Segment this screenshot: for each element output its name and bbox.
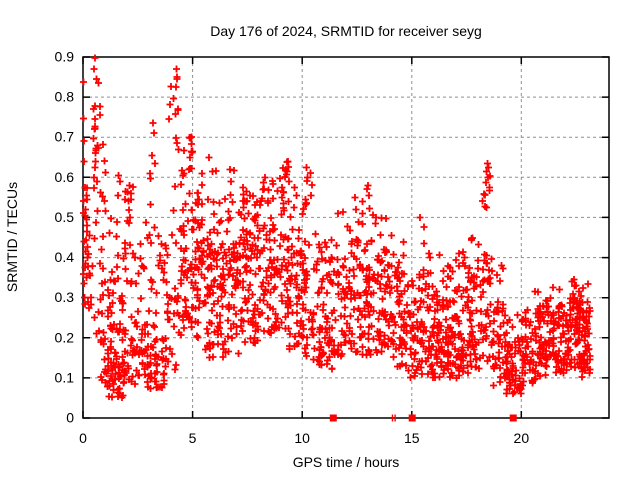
x-tick-label: 10	[294, 430, 310, 446]
y-tick-label: 0.3	[55, 289, 75, 305]
x-tick-labels: 0 5 10 15 20	[79, 430, 529, 446]
y-tick-label: 0	[66, 410, 74, 426]
y-tick-label: 0.7	[55, 129, 75, 145]
x-tick-label: 20	[514, 430, 530, 446]
x-tick-label: 5	[189, 430, 197, 446]
y-tick-label: 0.8	[55, 89, 75, 105]
gridlines	[83, 57, 609, 418]
y-tick-label: 0.6	[55, 169, 75, 185]
axis-data-gap-markers	[329, 414, 517, 422]
grid-line-path	[83, 57, 609, 418]
scatter-points	[80, 54, 594, 401]
chart-title: Day 176 of 2024, SRMTID for receiver sey…	[210, 23, 482, 39]
y-tick-label: 0.5	[55, 209, 75, 225]
x-tick-label: 15	[404, 430, 420, 446]
y-tick-labels: 0 0.1 0.2 0.3 0.4 0.5 0.6 0.7 0.8 0.9	[55, 49, 75, 426]
x-tick-label: 0	[79, 430, 87, 446]
scatter-plus-markers	[80, 54, 594, 401]
plot-border	[82, 56, 610, 419]
y-tick-label: 0.4	[55, 249, 75, 265]
x-axis-title: GPS time / hours	[293, 454, 400, 470]
axis-square-marker	[509, 414, 517, 422]
y-tick-label: 0.2	[55, 329, 75, 345]
y-axis-title: SRMTID / TECUs	[4, 182, 20, 292]
axis-square-marker	[408, 414, 416, 422]
axis-square-marker	[329, 414, 337, 422]
y-tick-label: 0.1	[55, 369, 75, 385]
y-tick-label: 0.9	[55, 49, 75, 65]
